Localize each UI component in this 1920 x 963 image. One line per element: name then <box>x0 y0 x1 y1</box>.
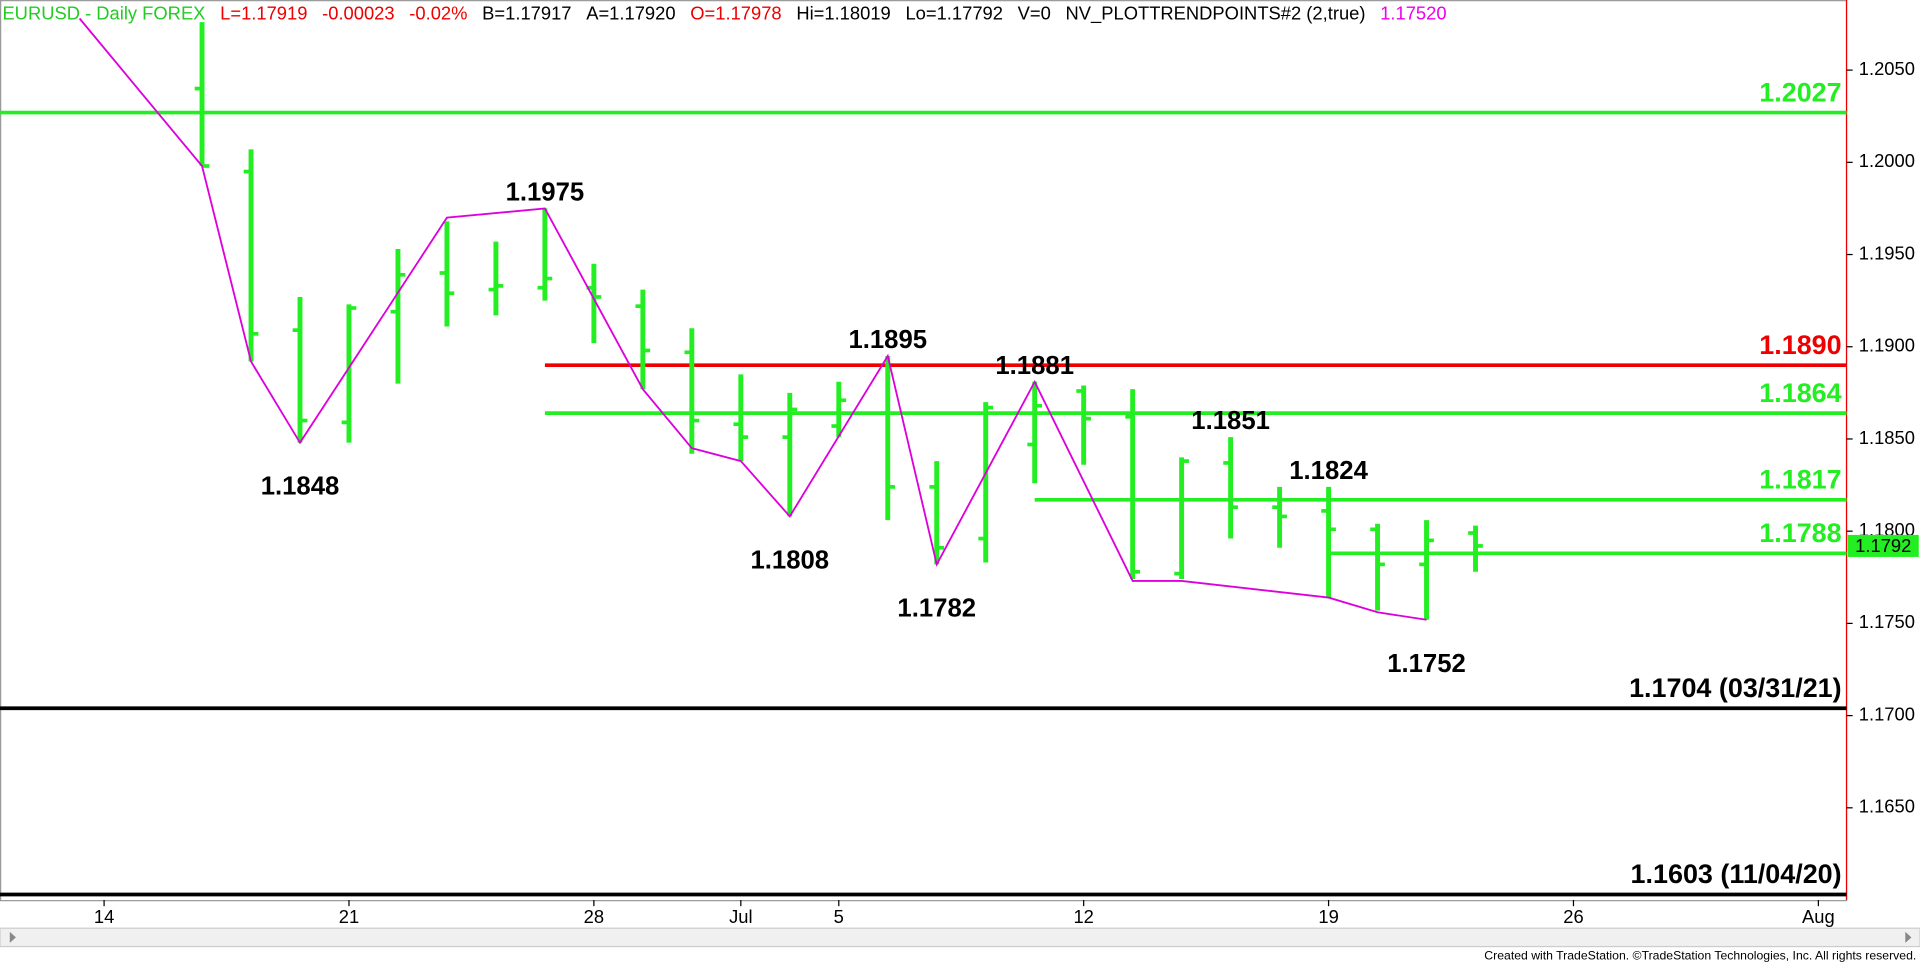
x-tick-label: 14 <box>94 906 114 927</box>
footer: Created with TradeStation. ©TradeStation… <box>1484 949 1916 963</box>
pivot-label: 1.1975 <box>506 179 585 207</box>
y-tick-label: 1.1750 <box>1859 611 1915 632</box>
x-tick-label: 26 <box>1563 906 1583 927</box>
header-item: A=1.17920 <box>586 3 675 24</box>
y-tick-label: 1.2050 <box>1859 58 1915 79</box>
pivot-label: 1.1752 <box>1387 650 1466 678</box>
last-price-label: 1.1792 <box>1855 535 1911 556</box>
x-tick-label: 12 <box>1073 906 1093 927</box>
header: EURUSD - Daily FOREX L=1.17919 -0.00023 -0.… <box>2 3 1446 25</box>
x-tick-label: 19 <box>1318 906 1338 927</box>
level-label: 1.1788 <box>1759 518 1841 548</box>
header-item: EURUSD - Daily FOREX <box>2 3 205 24</box>
x-tick-label: 21 <box>339 906 359 927</box>
level-label: 1.1890 <box>1759 330 1841 360</box>
y-tick-label: 1.1800 <box>1859 519 1915 540</box>
header-item: Lo=1.17792 <box>905 3 1003 24</box>
scroll-right[interactable] <box>1905 931 1912 943</box>
header-item: Hi=1.18019 <box>796 3 890 24</box>
x-tick-label: 5 <box>834 906 844 927</box>
scroll-left[interactable] <box>9 931 16 943</box>
y-tick-label: 1.1650 <box>1859 796 1915 817</box>
header-item: V=0 <box>1018 3 1051 24</box>
pivot-label: 1.1881 <box>995 352 1074 380</box>
y-tick-label: 1.1950 <box>1859 242 1915 263</box>
x-tick-label: 28 <box>584 906 604 927</box>
header-item: -0.00023 <box>322 3 394 24</box>
y-tick-label: 1.2000 <box>1859 150 1915 171</box>
y-tick-label: 1.1850 <box>1859 427 1915 448</box>
level-label: 1.1704 (03/31/21) <box>1629 673 1842 703</box>
pivot-label: 1.1824 <box>1289 457 1368 485</box>
level-label: 1.1817 <box>1759 465 1841 495</box>
level-label: 1.2027 <box>1759 77 1841 107</box>
header-item: B=1.17917 <box>482 3 571 24</box>
scrollbar-track[interactable] <box>0 927 1920 948</box>
level-label: 1.1603 (11/04/20) <box>1631 859 1842 889</box>
header-item: 1.17520 <box>1380 3 1446 24</box>
pivot-label: 1.1808 <box>750 547 829 575</box>
last-price-box <box>1847 534 1919 557</box>
pivot-label: 1.1848 <box>261 473 340 501</box>
y-tick-label: 1.1700 <box>1859 703 1915 724</box>
pivot-label: 1.1782 <box>897 594 976 622</box>
scrollbar[interactable] <box>0 927 1920 948</box>
header-item: L=1.17919 <box>220 3 307 24</box>
y-tick-label: 1.1900 <box>1859 335 1915 356</box>
pivot-label: 1.1851 <box>1191 407 1270 435</box>
header-item: O=1.17978 <box>690 3 781 24</box>
level-label: 1.1864 <box>1759 378 1841 408</box>
header-item: -0.02% <box>409 3 467 24</box>
trend-line <box>78 17 1427 621</box>
x-tick-label: Jul <box>729 906 752 927</box>
plot-frame <box>0 0 1848 902</box>
x-tick-label: Aug <box>1802 906 1835 927</box>
pivot-label: 1.1895 <box>848 326 927 354</box>
header-item: NV_PLOTTRENDPOINTS#2 (2,true) <box>1066 3 1366 25</box>
